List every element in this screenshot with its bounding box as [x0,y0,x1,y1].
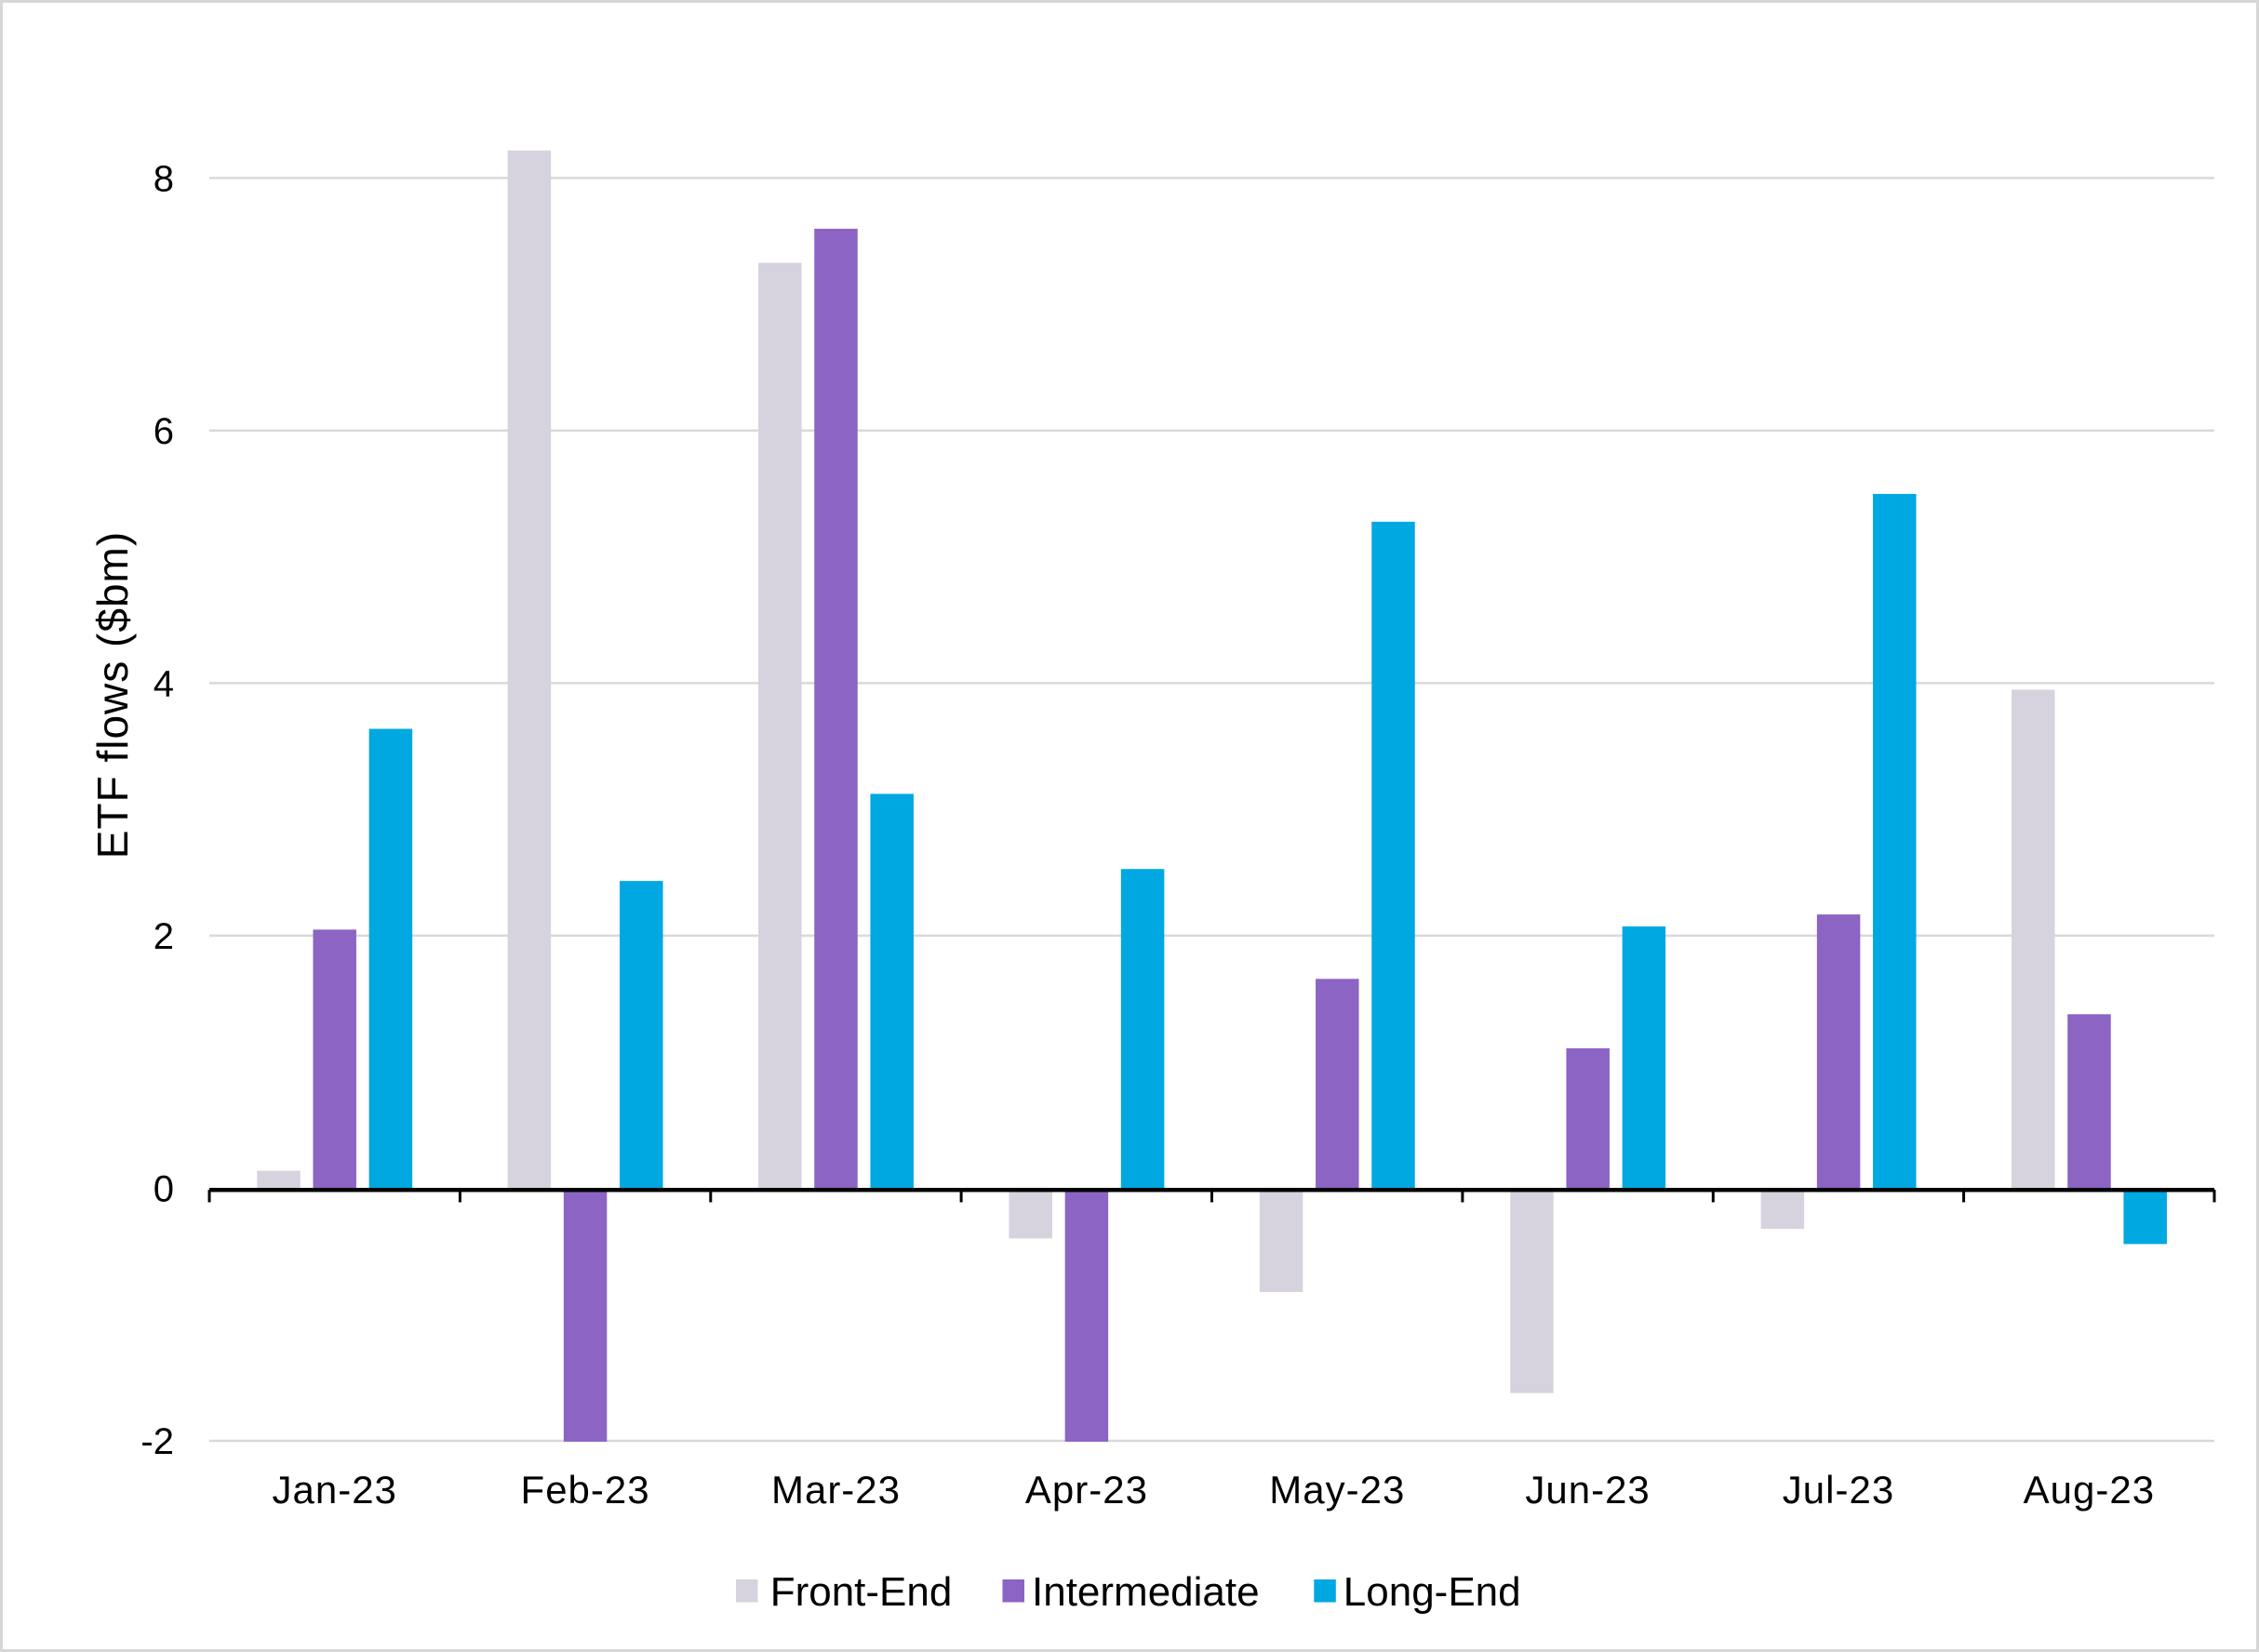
svg-text:Apr-23: Apr-23 [1025,1468,1148,1512]
svg-text:May-23: May-23 [1269,1468,1405,1512]
svg-text:Jun-23: Jun-23 [1525,1468,1650,1512]
svg-text:4: 4 [154,663,174,704]
svg-text:ETF flows ($bm): ETF flows ($bm) [88,531,137,859]
svg-text:Jan-23: Jan-23 [272,1468,396,1512]
svg-text:Aug-23: Aug-23 [2024,1468,2155,1512]
svg-text:Jul-23: Jul-23 [1783,1468,1894,1512]
svg-text:Intermediate: Intermediate [1032,1569,1260,1615]
svg-text:0: 0 [154,1168,174,1209]
svg-text:2: 2 [154,916,174,957]
svg-text:Long-End: Long-End [1343,1569,1521,1615]
svg-text:Feb-23: Feb-23 [521,1468,650,1512]
svg-text:Front-End: Front-End [770,1569,953,1615]
svg-text:8: 8 [154,158,174,199]
svg-text:Mar-23: Mar-23 [771,1468,901,1512]
svg-text:6: 6 [154,411,174,452]
svg-text:-2: -2 [140,1421,174,1462]
